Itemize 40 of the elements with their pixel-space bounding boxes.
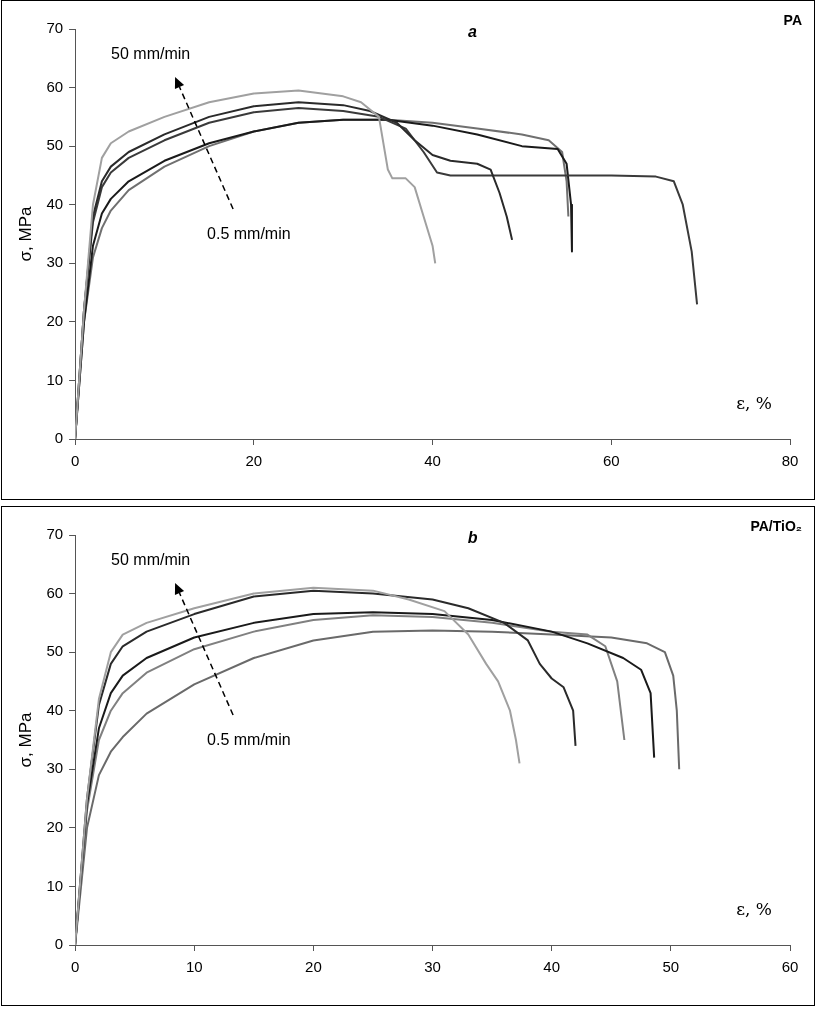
y-tick-label: 40 [46,700,64,718]
x-tick-label: 10 [185,958,203,976]
x-tick-label: 60 [602,452,620,470]
y-tick-label: 30 [46,253,64,271]
y-tick-label: 50 [46,642,64,660]
y-axis-title: σ, MPa [15,206,35,262]
x-tick-label: 50 [662,958,680,976]
x-tick-label: 40 [424,452,441,470]
annotation: 0.5 mm/min [207,731,291,748]
y-tick-label: 10 [46,876,64,894]
x-tick-label: 20 [245,452,263,470]
annotation: 0.5 mm/min [207,225,291,242]
y-tick-label: 70 [46,525,64,543]
chart-title: a [468,23,478,40]
x-axis-title: ε, % [736,393,772,413]
x-axis-title: ε, % [736,899,772,919]
x-tick-label: 0 [70,958,80,976]
y-tick-label: 60 [46,583,64,601]
text: PA [783,12,802,28]
x-tick-label: 80 [781,452,799,470]
y-tick-label: 30 [46,759,64,777]
y-axis-title: σ, MPa [15,712,35,768]
y-tick-label: 0 [54,429,64,447]
y-tick-label: 70 [46,19,64,37]
annotation: 50 mm/min [111,45,191,62]
text: PA/TiO₂ [750,518,802,534]
chart-title: b [467,529,478,546]
y-tick-label: 20 [46,312,64,329]
x-tick-label: 30 [424,958,441,976]
y-tick-label: 60 [46,77,64,95]
annotation: 50 mm/min [111,551,191,568]
x-tick-label: 60 [781,958,799,976]
y-tick-label: 50 [46,136,64,154]
x-tick-label: 0 [70,452,80,470]
x-tick-label: 40 [543,958,561,976]
y-tick-label: 20 [46,818,64,835]
y-tick-label: 10 [46,370,64,388]
y-tick-label: 40 [46,194,64,212]
x-tick-label: 20 [305,958,322,976]
y-tick-label: 0 [54,935,64,953]
